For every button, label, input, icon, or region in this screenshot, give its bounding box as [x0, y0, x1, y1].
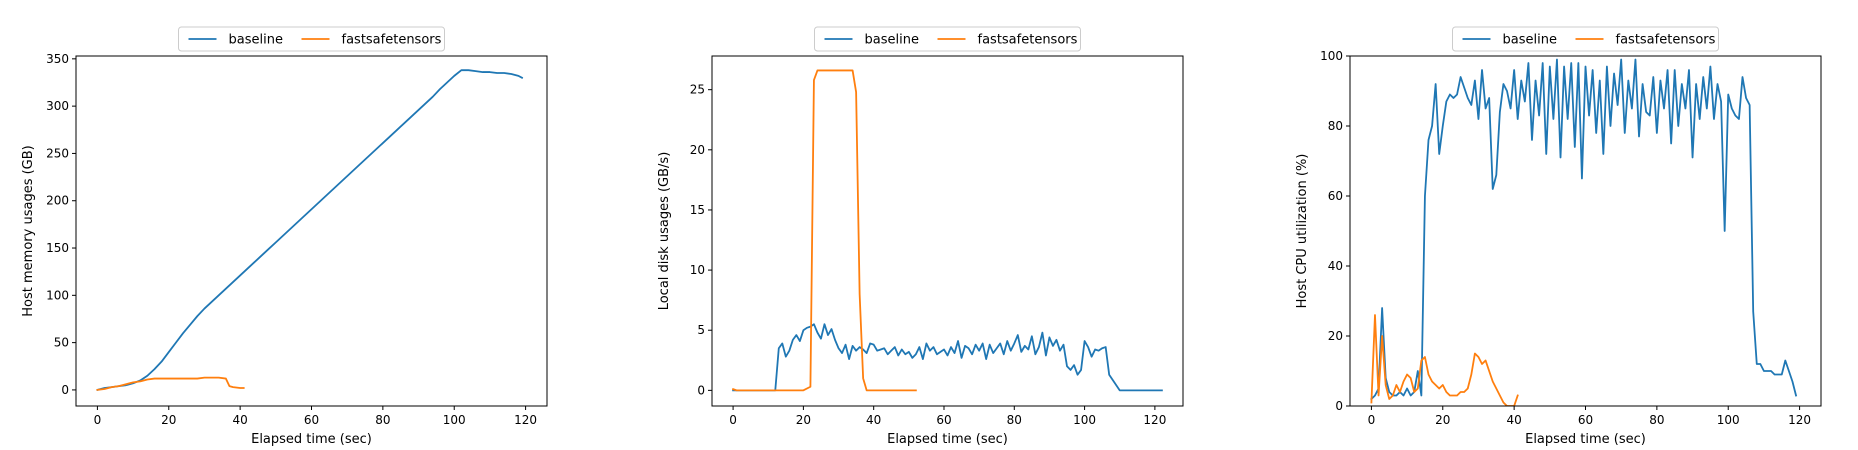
- x-tick-label: 60: [304, 413, 319, 427]
- series-group: [96, 69, 524, 392]
- y-tick-label: 100: [46, 288, 69, 302]
- y-tick-label: 0: [61, 383, 69, 397]
- series-line-baseline: [96, 69, 524, 392]
- x-tick-label: 120: [514, 413, 537, 427]
- x-tick-label: 0: [1368, 413, 1376, 427]
- legend-label-fastsafetensors: fastsafetensors: [1616, 33, 1716, 48]
- series-line-fastsafetensors: [96, 376, 245, 391]
- x-tick-label: 120: [1788, 413, 1811, 427]
- x-axis-label: Elapsed time (sec): [1525, 432, 1646, 447]
- y-tick-label: 20: [1328, 329, 1343, 343]
- x-axis-label: Elapsed time (sec): [251, 432, 372, 447]
- x-tick-label: 80: [1007, 413, 1022, 427]
- series-line-baseline: [732, 323, 1163, 392]
- chart-panel-3: 0 20 40 60 80 100 120 0 20 40 60 80 100 Elapsed time …: [1295, 26, 1822, 447]
- x-tick-label: 20: [1435, 413, 1450, 427]
- y-tick-label: 300: [46, 99, 69, 113]
- chart-panel-2: 0 20 40 60 80 100 120 0 5 10 15 20 25 Elapsed time (s…: [657, 26, 1184, 447]
- y-tick-label: 20: [690, 143, 705, 157]
- y-tick-label: 250: [46, 146, 69, 160]
- x-tick-label: 0: [729, 413, 737, 427]
- x-tick-label: 40: [232, 413, 247, 427]
- legend: baseline fastsafetensors: [178, 26, 445, 52]
- y-tick-label: 25: [690, 83, 705, 97]
- legend-label-baseline: baseline: [229, 33, 283, 48]
- legend-label-baseline: baseline: [1503, 33, 1557, 48]
- y-tick-label: 0: [697, 383, 705, 397]
- y-tick-label: 100: [1320, 49, 1343, 63]
- legend-label-baseline: baseline: [865, 33, 919, 48]
- x-axis-label: Elapsed time (sec): [887, 432, 1008, 447]
- x-tick-label: 20: [161, 413, 176, 427]
- x-tick-label: 80: [1649, 413, 1664, 427]
- y-tick-label: 200: [46, 194, 69, 208]
- y-tick-label: 60: [1328, 189, 1343, 203]
- y-tick-label: 50: [54, 336, 69, 350]
- legend: baseline fastsafetensors: [1452, 26, 1719, 52]
- x-tick-label: 60: [936, 413, 951, 427]
- y-tick-label: 10: [690, 263, 705, 277]
- x-tick-label: 100: [1717, 413, 1740, 427]
- plot-frame: [75, 55, 548, 407]
- x-tick-label: 20: [796, 413, 811, 427]
- y-tick-label: 5: [697, 323, 705, 337]
- y-tick-label: 40: [1328, 259, 1343, 273]
- legend: baseline fastsafetensors: [814, 26, 1081, 52]
- y-tick-label: 150: [46, 241, 69, 255]
- x-tick-label: 60: [1578, 413, 1593, 427]
- series-line-fastsafetensors: [1370, 314, 1519, 406]
- x-tick-label: 40: [1506, 413, 1521, 427]
- legend-label-fastsafetensors: fastsafetensors: [342, 33, 442, 48]
- series-line-baseline: [1370, 58, 1798, 401]
- series-group: [1370, 58, 1798, 406]
- x-tick-label: 100: [443, 413, 466, 427]
- x-tick-label: 40: [866, 413, 881, 427]
- y-axis-label: Local disk usages (GB/s): [657, 152, 672, 311]
- series-group: [731, 69, 1163, 392]
- y-tick-label: 15: [690, 203, 705, 217]
- x-tick-label: 80: [375, 413, 390, 427]
- x-tick-label: 120: [1143, 413, 1166, 427]
- y-tick-label: 350: [46, 52, 69, 66]
- y-axis-label: Host CPU utilization (%): [1295, 154, 1310, 309]
- legend-label-fastsafetensors: fastsafetensors: [978, 33, 1078, 48]
- y-axis-label: Host memory usages (GB): [21, 145, 36, 316]
- series-line-fastsafetensors: [731, 69, 917, 392]
- chart-panel-1: 0 20 40 60 80 100 120 0 50 100 150 200 250 300 350 Elap…: [21, 26, 548, 447]
- x-tick-label: 0: [94, 413, 102, 427]
- y-tick-label: 0: [1335, 399, 1343, 413]
- plot-frame: [711, 55, 1184, 407]
- x-tick-label: 100: [1073, 413, 1096, 427]
- y-tick-label: 80: [1328, 119, 1343, 133]
